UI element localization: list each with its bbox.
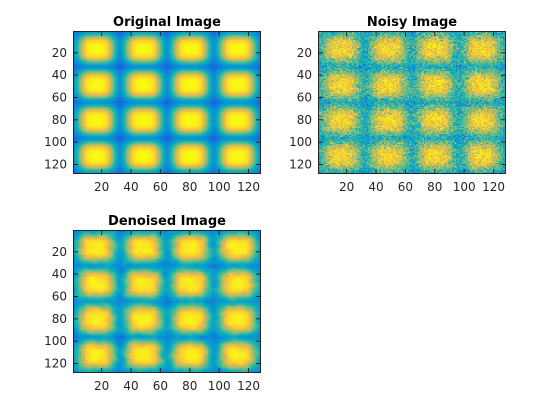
y-tick-label-2-0: 20	[297, 46, 312, 60]
x-tick-label-3-1: 40	[123, 379, 138, 393]
x-tick-label-2-5: 120	[482, 180, 505, 194]
y-tick-label-3-2: 60	[52, 289, 67, 303]
chart-title-3: Denoised Image	[108, 214, 226, 229]
x-tick-label-1-1: 40	[123, 180, 138, 194]
x-tick-label-2-1: 40	[368, 180, 383, 194]
x-tick-label-3-0: 20	[94, 379, 109, 393]
x-tick-label-3-2: 60	[153, 379, 168, 393]
y-tick-label-1-5: 120	[44, 158, 67, 172]
heatmap-image-1	[73, 31, 261, 174]
y-tick-label-2-3: 80	[297, 113, 312, 127]
chart-title-1: Original Image	[113, 15, 221, 30]
y-tick-label-3-0: 20	[52, 245, 67, 259]
y-tick-label-1-1: 40	[52, 68, 67, 82]
y-tick-label-3-1: 40	[52, 267, 67, 281]
x-tick-label-2-2: 60	[398, 180, 413, 194]
y-tick-label-2-2: 60	[297, 90, 312, 104]
x-tick-label-2-4: 100	[453, 180, 476, 194]
x-tick-label-3-4: 100	[208, 379, 231, 393]
x-tick-label-1-2: 60	[153, 180, 168, 194]
x-tick-label-1-3: 80	[182, 180, 197, 194]
chart-title-2: Noisy Image	[367, 15, 457, 30]
y-tick-label-3-3: 80	[52, 312, 67, 326]
heatmap-image-3	[73, 230, 261, 373]
heatmap-image-2	[318, 31, 506, 174]
y-tick-label-1-3: 80	[52, 113, 67, 127]
subplot-2: Noisy Image 20 40 60 80 100 120 20 40 60 80 100 120	[289, 15, 506, 194]
axes-box-2	[318, 31, 506, 174]
axes-box-1	[73, 31, 261, 174]
x-tick-label-2-0: 20	[339, 180, 354, 194]
y-tick-label-2-4: 100	[289, 135, 312, 149]
x-tick-label-3-3: 80	[182, 379, 197, 393]
x-tick-label-1-0: 20	[94, 180, 109, 194]
y-tick-label-2-1: 40	[297, 68, 312, 82]
x-tick-label-2-3: 80	[427, 180, 442, 194]
y-tick-label-1-2: 60	[52, 90, 67, 104]
y-tick-label-2-5: 120	[289, 158, 312, 172]
subplot-3: Denoised Image 20 40 60 80 100 120 20 40 60 80 100 1…	[44, 214, 261, 393]
x-tick-label-1-4: 100	[208, 180, 231, 194]
y-tick-label-1-0: 20	[52, 46, 67, 60]
y-tick-label-1-4: 100	[44, 135, 67, 149]
subplot-1: Original Image 20 40 60 80 100 120 20 40 60 80 100 1…	[44, 15, 261, 194]
axes-box-3	[73, 230, 261, 373]
x-tick-label-1-5: 120	[237, 180, 260, 194]
x-tick-label-3-5: 120	[237, 379, 260, 393]
y-tick-label-3-5: 120	[44, 357, 67, 371]
y-tick-label-3-4: 100	[44, 334, 67, 348]
